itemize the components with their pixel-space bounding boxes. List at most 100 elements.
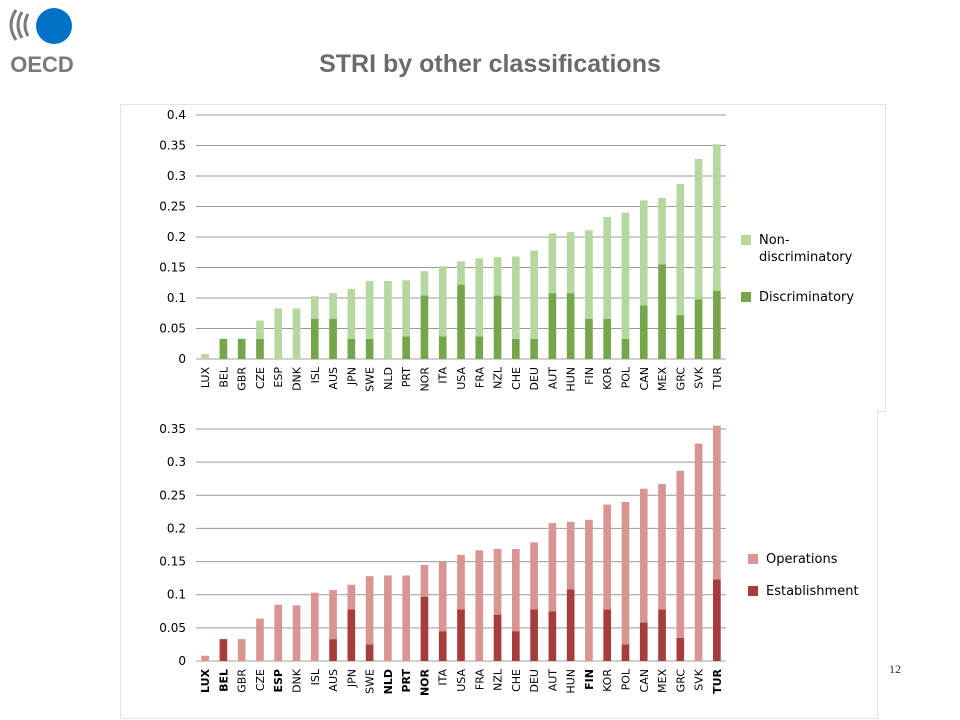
bar-discriminatory-aus [329,318,337,359]
chart-establishment-svg: 0 0.05 0.1 0.15 0.2 0.25 0.3 0.35 LUX BEL GBR CZE ES… [159,422,859,696]
x-tick-label-nld: NLD [382,669,395,694]
oecd-logo: OECD [9,8,74,77]
bar-operations-grc [676,470,685,638]
bar-establishment-jpn [347,609,356,661]
bar-establishment-kor [603,609,612,661]
bar-operations-gbr [237,639,246,661]
x-tick-label-jpn: JPN [345,367,358,386]
y-tick-label: 0.1 [167,291,186,305]
legend-swatch-discriminatory [741,292,751,302]
x-tick-label-dnk: DNK [291,668,304,693]
x-tick-label-fra: FRA [473,367,486,389]
bar-discriminatory-hun [566,293,575,359]
slide-title: STRI by other classifications [319,50,661,78]
bar-establishment-bel [219,639,228,661]
bar-discriminatory-kor [603,318,612,359]
bar-nondiscriminatory-nor [420,271,429,296]
bar-operations-mex [658,484,666,610]
x-tick-label-lux: LUX [199,367,212,389]
y-tick-label: 0.25 [159,200,186,214]
x-tick-label-esp: ESP [272,367,285,388]
bar-discriminatory-swe [365,338,374,359]
bar-operations-can [639,488,648,623]
bar-operations-fin [585,519,593,661]
bar-discriminatory-isl [310,318,319,359]
x-tick-label-usa: USA [455,367,468,390]
bar-operations-hun [566,521,575,590]
bar-establishment-nor [420,596,429,661]
bar-operations-dnk [292,605,301,661]
bar-nondiscriminatory-isl [310,296,319,319]
bar-establishment-tur [713,579,721,661]
x-tick-label-grc: GRC [674,367,687,391]
bar-nondiscriminatory-nzl [493,257,502,296]
x-tick-label-can: CAN [638,367,651,390]
bar-operations-ita [438,561,447,632]
bar-discriminatory-che [511,338,520,359]
y-tick-label: 0.15 [159,261,186,275]
bar-operations-nzl [493,548,502,615]
bar-operations-prt [402,575,411,661]
bar-operations-che [511,548,520,632]
x-tick-label-pol: POL [619,668,632,690]
bar-operations-jpn [347,584,356,610]
bar-discriminatory-nzl [493,295,502,359]
bar-operations-nor [420,564,429,597]
bar-nondiscriminatory-jpn [347,288,356,339]
bar-discriminatory-nor [420,295,429,359]
x-tick-label-swe: SWE [364,669,377,694]
x-tick-label-tur: TUR [711,668,724,693]
bar-discriminatory-can [639,305,648,359]
x-tick-label-lux: LUX [199,668,212,693]
x-tick-label-ita: ITA [437,367,450,384]
bar-operations-lux [201,655,209,661]
bar-discriminatory-deu [530,338,538,359]
x-tick-label-che: CHE [510,669,523,692]
chart-discrimination: 0 0.05 0.1 0.15 0.2 0.25 0.3 0.35 0.4 LUX BEL GBR CZ… [120,104,886,412]
bar-discriminatory-prt [402,336,411,359]
bar-discriminatory-ita [438,336,447,359]
x-tick-label-gbr: GBR [236,367,249,391]
x-tick-label-swe: SWE [364,367,377,392]
legend-label-establishment: Establishment [766,584,859,599]
bar-establishment-deu [530,609,538,661]
x-tick-label-gbr: GBR [236,669,249,693]
bar-establishment-swe [365,644,374,661]
bar-operations-svk [694,443,703,661]
bar-nondiscriminatory-can [639,200,648,306]
bar-establishment-grc [676,637,685,661]
x-tick-label-kor: KOR [601,669,614,692]
y-tick-label: 0.05 [159,621,186,635]
bar-operations-tur [713,425,721,580]
oecd-logo-circle [36,8,72,44]
bar-nondiscriminatory-che [511,256,520,339]
bar-operations-deu [530,542,538,610]
bar-operations-nld [384,575,392,661]
x-tick-label-ita: ITA [437,669,450,686]
bar-establishment-aus [329,639,337,661]
y-tick-label: 0.35 [159,422,186,436]
legend-label-operations: Operations [766,552,838,567]
bar-nondiscriminatory-tur [713,144,721,291]
x-tick-label-nzl: NZL [492,668,505,691]
y-tick-label: 0.4 [167,108,186,122]
chart-discrimination-svg: 0 0.05 0.1 0.15 0.2 0.25 0.3 0.35 0.4 LUX BEL GBR CZ… [159,108,854,392]
bar-discriminatory-mex [658,264,666,359]
x-tick-label-fra: FRA [473,669,486,691]
x-tick-label-svk: SVK [693,366,706,389]
x-tick-label-tur: TUR [711,367,724,391]
x-tick-label-isl: ISL [309,668,322,685]
x-tick-label-esp: ESP [272,669,285,693]
x-tick-label-cze: CZE [254,367,267,389]
legend-swatch-nondiscriminatory [741,235,751,245]
x-tick-label-isl: ISL [309,366,322,383]
bar-operations-kor [603,504,612,610]
bar-operations-fra [475,550,484,661]
x-tick-label-hun: HUN [565,669,578,694]
x-tick-label-che: CHE [510,367,523,390]
bar-nondiscriminatory-prt [402,280,411,337]
bar-operations-pol [621,501,630,645]
bar-operations-esp [274,604,283,661]
bar-nondiscriminatory-mex [658,197,666,265]
bar-establishment-che [511,631,520,661]
